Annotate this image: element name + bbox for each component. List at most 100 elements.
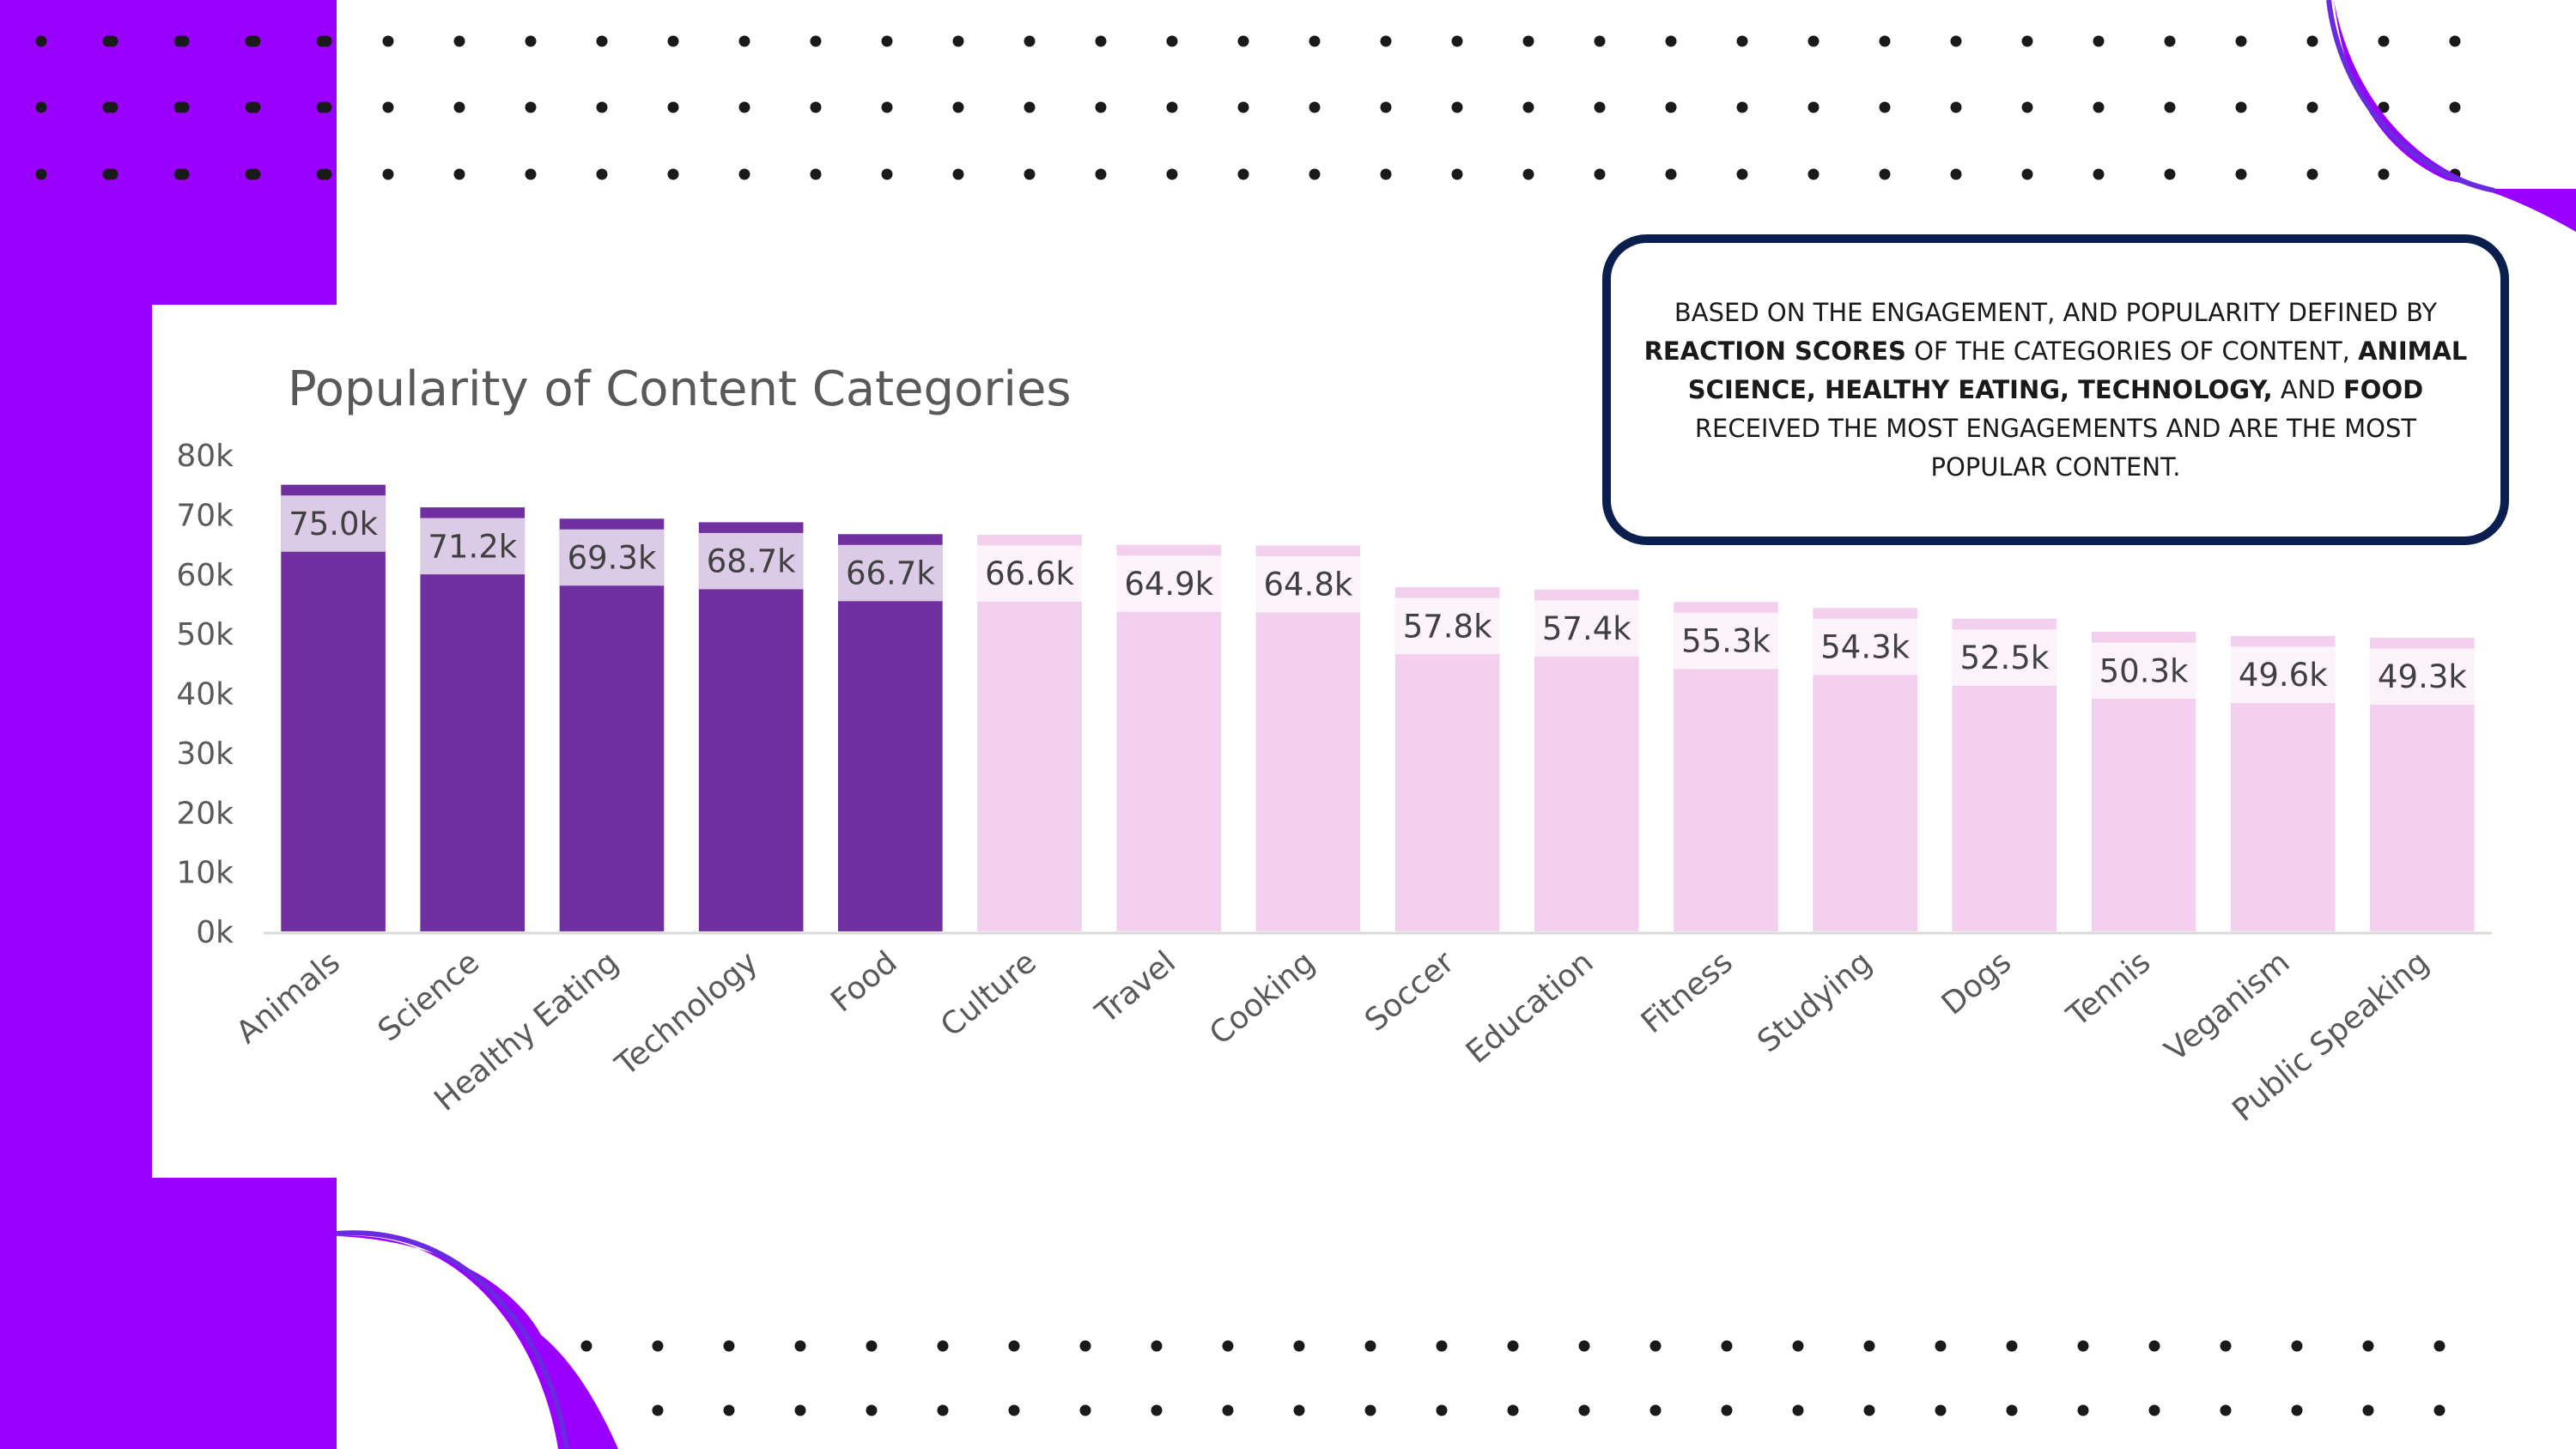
dot [653, 1405, 664, 1416]
x-tick-label: Culture [934, 944, 1043, 1044]
dot [1309, 169, 1321, 180]
dot [2292, 1341, 2303, 1352]
dot [2236, 36, 2247, 47]
dot [317, 169, 328, 180]
dot [724, 1405, 735, 1416]
dot [2221, 1405, 2232, 1416]
dot [383, 169, 394, 180]
dot-pattern-top [36, 36, 2461, 180]
y-tick-label: 30k [176, 737, 234, 772]
dot [1523, 36, 1534, 47]
dot [795, 1341, 806, 1352]
x-tick-label: Food [824, 944, 903, 1019]
dot [526, 102, 537, 113]
dot [1880, 169, 1891, 180]
dot [1024, 36, 1036, 47]
x-tick-label: Dogs [1935, 944, 2018, 1022]
data-label: 57.8k [1403, 608, 1492, 645]
dot [2307, 169, 2318, 180]
dot [1737, 102, 1748, 113]
dot [1223, 1405, 1234, 1416]
dot [1151, 1405, 1163, 1416]
dot [953, 36, 964, 47]
dot [1508, 1341, 1519, 1352]
dot [1009, 1341, 1020, 1352]
dot [1437, 1341, 1448, 1352]
corner-arc-top-right [2334, 0, 2576, 232]
dot [1650, 1341, 1662, 1352]
dot [1951, 102, 1962, 113]
data-label: 64.9k [1124, 566, 1213, 603]
dot [1223, 1341, 1234, 1352]
dot [1365, 1341, 1376, 1352]
corner-arc-top-right-line [2329, 0, 2494, 191]
dot [526, 36, 537, 47]
callout-bold-reaction-scores: REACTION SCORES [1644, 336, 1906, 366]
callout-text-2: OF THE CATEGORIES OF CONTENT, [1914, 336, 2350, 366]
dot [1880, 102, 1891, 113]
dot [953, 169, 964, 180]
dot [1793, 1405, 1804, 1416]
dot [1793, 1341, 1804, 1352]
data-label: 68.7k [707, 543, 796, 580]
dot [2093, 102, 2105, 113]
dot [2450, 102, 2461, 113]
callout-text-1: BASED ON THE ENGAGEMENT, AND POPULARITY … [1674, 298, 2437, 327]
dot [174, 102, 185, 113]
corner-arc-bottom-left [337, 1235, 618, 1449]
y-tick-label: 0k [196, 915, 234, 950]
data-label: 55.3k [1681, 623, 1771, 660]
dot [1523, 169, 1534, 180]
x-tick-label: Tennis [2060, 944, 2157, 1034]
dot [317, 36, 328, 47]
dot [866, 1341, 878, 1352]
dot [1951, 169, 1962, 180]
dot [1737, 36, 1748, 47]
data-label: 66.7k [846, 555, 935, 592]
dot [653, 1341, 664, 1352]
dot [1096, 102, 1107, 113]
y-tick-label: 50k [176, 617, 234, 652]
dot [1864, 1405, 1875, 1416]
dot [1666, 36, 1677, 47]
dot [1167, 36, 1178, 47]
dot [1452, 36, 1463, 47]
callout-text-4: RECEIVED THE MOST ENGAGEMENTS AND ARE TH… [1695, 414, 2416, 482]
dot [454, 169, 465, 180]
dot [1595, 169, 1606, 180]
data-label: 64.8k [1264, 567, 1353, 603]
dot [739, 36, 750, 47]
dot [36, 36, 47, 47]
dot [526, 169, 537, 180]
dot [2307, 102, 2318, 113]
dot [1309, 102, 1321, 113]
dot [246, 36, 257, 47]
dot [2379, 169, 2390, 180]
x-tick-label: Veganism [2159, 944, 2297, 1068]
dot [246, 102, 257, 113]
dot [866, 1405, 878, 1416]
dot [1452, 169, 1463, 180]
y-tick-label: 60k [176, 558, 234, 593]
dot [1009, 1405, 1020, 1416]
dot [1737, 169, 1748, 180]
dot [2078, 1405, 2089, 1416]
dot [811, 102, 822, 113]
dot [2149, 1341, 2160, 1352]
dot [668, 169, 679, 180]
dot [668, 102, 679, 113]
dot [1167, 102, 1178, 113]
dot [1365, 1405, 1376, 1416]
dot [2236, 102, 2247, 113]
dot [1309, 36, 1321, 47]
dot [597, 169, 608, 180]
data-label: 49.6k [2239, 657, 2328, 694]
dot [938, 1341, 949, 1352]
callout-box: BASED ON THE ENGAGEMENT, AND POPULARITY … [1602, 234, 2509, 545]
dot [2434, 1341, 2445, 1352]
dot [2363, 1405, 2374, 1416]
x-tick-label: Studying [1751, 944, 1879, 1059]
dot [1080, 1405, 1091, 1416]
callout-text-3: AND [2281, 375, 2336, 404]
dot [36, 169, 47, 180]
